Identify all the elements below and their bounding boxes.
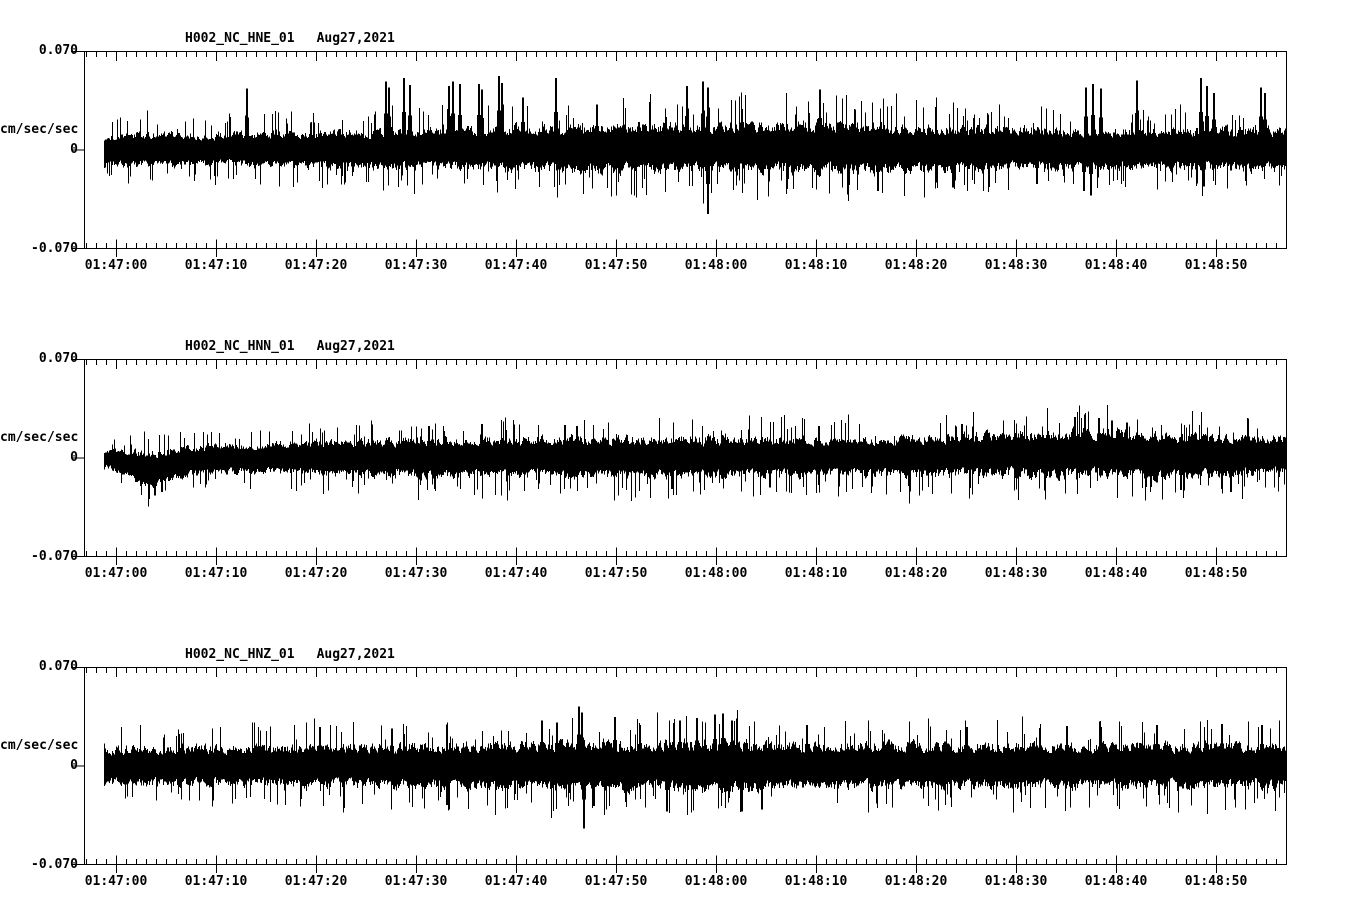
x-tick-label: 01:47:40 <box>484 258 548 273</box>
x-tick-label: 01:48:00 <box>684 874 748 889</box>
x-tick-label: 01:48:40 <box>1084 566 1148 581</box>
station-channel-label: H002_NC_HNZ_01 <box>185 647 295 662</box>
x-tick-label: 01:47:50 <box>584 874 648 889</box>
x-tick-label: 01:48:50 <box>1184 874 1248 889</box>
x-tick-label: 01:48:40 <box>1084 874 1148 889</box>
x-tick-label: 01:48:00 <box>684 258 748 273</box>
x-tick-label: 01:48:30 <box>984 874 1048 889</box>
x-tick-label: 01:47:20 <box>284 258 348 273</box>
y-tick-label-min: -0.070 <box>31 857 78 872</box>
y-tick-label-min: -0.070 <box>31 241 78 256</box>
waveform-trace <box>104 75 1287 214</box>
waveform-plot-hnz <box>71 667 1287 873</box>
waveform-trace <box>104 706 1287 829</box>
x-tick-label: 01:48:20 <box>884 566 948 581</box>
seismogram-panel-hnz: H002_NC_HNZ_01 Aug27,2021 0.070 cm/sec/se… <box>0 616 1358 924</box>
trace-title: H002_NC_HNZ_01 Aug27,2021 <box>185 648 395 662</box>
trace-title: H002_NC_HNN_01 Aug27,2021 <box>185 340 395 354</box>
axis-ticks <box>71 667 1277 873</box>
x-tick-label: 01:47:50 <box>584 258 648 273</box>
station-channel-label: H002_NC_HNE_01 <box>185 31 295 46</box>
waveform-plot-hnn <box>71 359 1287 565</box>
x-tick-label: 01:48:10 <box>784 566 848 581</box>
waveform-trace <box>104 405 1287 507</box>
y-axis-unit-label: cm/sec/sec <box>0 122 79 137</box>
x-tick-label: 01:47:10 <box>184 874 248 889</box>
axis-ticks <box>71 359 1277 565</box>
y-tick-label-max: 0.070 <box>38 351 78 366</box>
x-tick-label: 01:48:50 <box>1184 566 1248 581</box>
x-tick-label: 01:47:00 <box>84 258 148 273</box>
x-tick-label: 01:48:10 <box>784 874 848 889</box>
x-tick-label: 01:48:20 <box>884 874 948 889</box>
y-axis-unit-label: cm/sec/sec <box>0 430 79 445</box>
seismogram-panel-hne: H002_NC_HNE_01 Aug27,2021 0.070 cm/sec/se… <box>0 0 1358 308</box>
x-tick-label: 01:48:30 <box>984 566 1048 581</box>
x-tick-label: 01:48:00 <box>684 566 748 581</box>
y-tick-label-zero: 0 <box>70 142 78 157</box>
x-tick-label: 01:47:20 <box>284 566 348 581</box>
date-label: Aug27,2021 <box>316 339 395 354</box>
x-tick-label: 01:47:00 <box>84 566 148 581</box>
trace-title: H002_NC_HNE_01 Aug27,2021 <box>185 32 395 46</box>
x-tick-label: 01:48:10 <box>784 258 848 273</box>
x-tick-label: 01:47:40 <box>484 874 548 889</box>
x-tick-label: 01:48:20 <box>884 258 948 273</box>
x-tick-label: 01:47:30 <box>384 566 448 581</box>
y-tick-label-min: -0.070 <box>31 549 78 564</box>
x-tick-label: 01:47:00 <box>84 874 148 889</box>
x-tick-label: 01:48:50 <box>1184 258 1248 273</box>
x-tick-label: 01:47:30 <box>384 874 448 889</box>
date-label: Aug27,2021 <box>316 31 395 46</box>
x-tick-label: 01:47:10 <box>184 566 248 581</box>
x-tick-label: 01:47:10 <box>184 258 248 273</box>
x-tick-label: 01:47:50 <box>584 566 648 581</box>
axis-ticks <box>71 51 1277 257</box>
seismogram-panel-hnn: H002_NC_HNN_01 Aug27,2021 0.070 cm/sec/se… <box>0 308 1358 616</box>
y-tick-label-max: 0.070 <box>38 43 78 58</box>
x-tick-label: 01:47:30 <box>384 258 448 273</box>
x-tick-label: 01:47:20 <box>284 874 348 889</box>
x-tick-label: 01:48:30 <box>984 258 1048 273</box>
station-channel-label: H002_NC_HNN_01 <box>185 339 295 354</box>
date-label: Aug27,2021 <box>316 647 395 662</box>
y-tick-label-max: 0.070 <box>38 659 78 674</box>
y-tick-label-zero: 0 <box>70 758 78 773</box>
y-tick-label-zero: 0 <box>70 450 78 465</box>
x-tick-label: 01:48:40 <box>1084 258 1148 273</box>
x-tick-label: 01:47:40 <box>484 566 548 581</box>
waveform-plot-hne <box>71 51 1287 257</box>
y-axis-unit-label: cm/sec/sec <box>0 738 79 753</box>
